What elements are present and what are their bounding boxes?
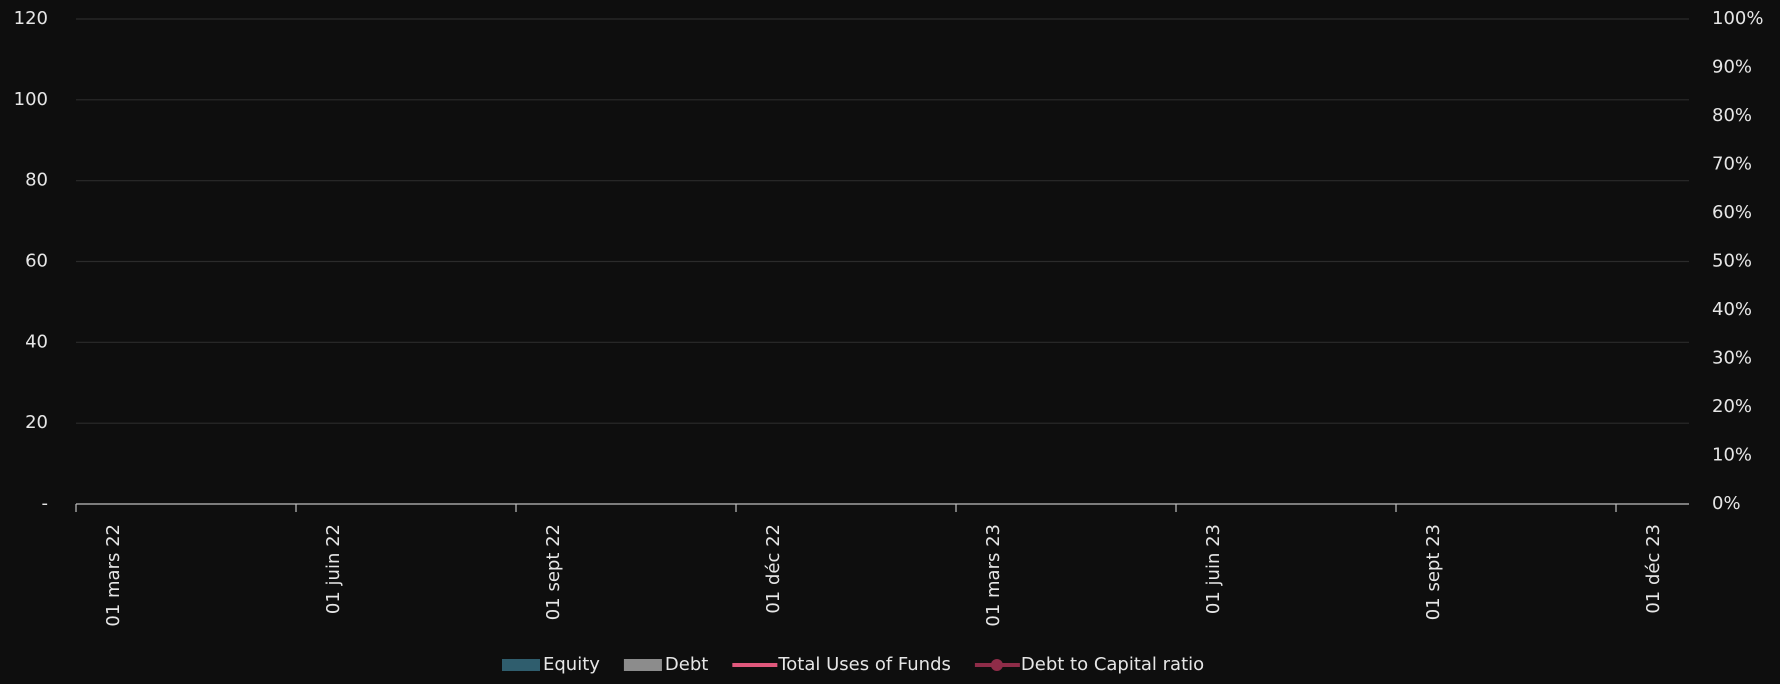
y-tick-label: 120 <box>14 8 48 29</box>
legend-label: Debt to Capital ratio <box>1021 654 1204 675</box>
x-tick-label: 01 mars 23 <box>983 524 1004 627</box>
y2-tick-label: 100% <box>1712 8 1763 29</box>
x-tick-label: 01 sept 23 <box>1423 524 1444 620</box>
legend-label: Total Uses of Funds <box>777 654 951 675</box>
y-tick-label: 40 <box>25 331 48 352</box>
y-tick-label: 100 <box>14 89 48 110</box>
y2-tick-label: 20% <box>1712 396 1752 417</box>
x-tick-label: 01 sept 22 <box>543 524 564 620</box>
legend-label: Equity <box>543 654 600 675</box>
y-tick-label: - <box>42 493 49 514</box>
y-tick-label: 80 <box>25 170 48 191</box>
y2-tick-label: 60% <box>1712 202 1752 223</box>
legend-swatch <box>623 659 662 671</box>
y2-tick-label: 0% <box>1712 493 1741 514</box>
legend-marker <box>990 659 1003 671</box>
y-tick-label: 20 <box>25 412 48 433</box>
x-tick-label: 01 juin 22 <box>323 524 344 614</box>
legend-label: Debt <box>665 654 708 675</box>
y2-tick-label: 70% <box>1712 154 1752 175</box>
legend-swatch <box>502 659 540 671</box>
x-tick-label: 01 juin 23 <box>1203 524 1224 614</box>
y-tick-label: 60 <box>25 251 48 272</box>
y2-tick-label: 40% <box>1712 299 1752 320</box>
y2-tick-label: 50% <box>1712 251 1752 272</box>
x-tick-label: 01 mars 22 <box>103 524 124 627</box>
y2-tick-label: 80% <box>1712 105 1752 126</box>
y2-tick-label: 10% <box>1712 445 1752 466</box>
y2-tick-label: 30% <box>1712 348 1752 369</box>
x-tick-label: 01 déc 22 <box>763 524 784 614</box>
x-tick-label: 01 déc 23 <box>1643 524 1664 614</box>
y2-tick-label: 90% <box>1712 57 1752 78</box>
